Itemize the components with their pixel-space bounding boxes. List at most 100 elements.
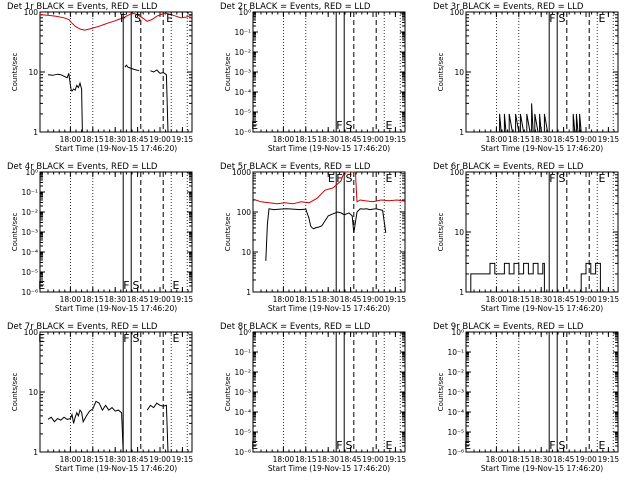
x-tick-label: 19:15 xyxy=(598,455,620,464)
x-tick-label: 18:15 xyxy=(295,135,317,144)
x-axis-label: Start Time (19-Nov-15 17:46:20) xyxy=(268,304,390,313)
event-marker-letter: E xyxy=(599,172,606,185)
y-tick-label: 10⁻³ xyxy=(447,388,464,397)
event-marker-letter: F xyxy=(336,439,342,452)
y-tick-label: 1 xyxy=(459,288,464,297)
y-tick-label: 10⁻² xyxy=(234,48,251,57)
y-tick-label: 100 xyxy=(24,8,39,17)
y-axis-label: Counts/sec xyxy=(11,373,19,412)
y-tick-label: 10 xyxy=(28,388,38,397)
y-axis-label: Counts/sec xyxy=(224,373,232,412)
events-series-line xyxy=(580,262,601,292)
event-marker-letter: F xyxy=(549,12,555,25)
x-tick-label: 19:00 xyxy=(575,455,597,464)
x-tick-label: 18:45 xyxy=(553,455,575,464)
panel-title: Det 4r BLACK = Events, RED = LLD xyxy=(7,162,158,172)
event-marker-letter: E xyxy=(173,279,180,292)
y-tick-label: 1 xyxy=(33,448,38,457)
y-tick-label: 10 xyxy=(28,68,38,77)
lld-series-line xyxy=(252,171,406,205)
x-tick-label: 18:15 xyxy=(82,455,104,464)
event-marker-letter: S xyxy=(133,332,140,345)
panel-title: Det 8r BLACK = Events, RED = LLD xyxy=(220,322,371,332)
y-tick-label: 10⁻⁵ xyxy=(234,108,251,117)
x-tick-label: 18:15 xyxy=(295,455,317,464)
x-tick-label: 18:15 xyxy=(508,295,530,304)
x-tick-label: 18:00 xyxy=(486,295,508,304)
panel-title: Det 3r BLACK = Events, RED = LLD xyxy=(433,2,584,12)
events-series-line xyxy=(470,262,545,292)
x-tick-label: 19:15 xyxy=(385,455,407,464)
y-tick-label: 100 xyxy=(450,8,465,17)
x-tick-label: 19:00 xyxy=(575,295,597,304)
x-tick-label: 18:45 xyxy=(127,455,149,464)
x-tick-label: 18:45 xyxy=(340,135,362,144)
y-tick-label: 100 xyxy=(450,168,465,177)
plot-frame xyxy=(252,171,406,293)
y-tick-label: 10⁻⁴ xyxy=(447,408,464,417)
event-marker-letter: F xyxy=(336,172,342,185)
y-tick-label: 100 xyxy=(237,208,252,217)
x-tick-label: 19:00 xyxy=(362,455,384,464)
x-tick-label: 18:00 xyxy=(273,135,295,144)
x-axis-label: Start Time (19-Nov-15 17:46:20) xyxy=(268,464,390,473)
y-axis-label: Counts/sec xyxy=(437,53,445,92)
x-tick-label: 18:45 xyxy=(127,295,149,304)
event-marker-letter: F xyxy=(120,12,126,25)
event-marker-letter: E xyxy=(386,119,393,132)
y-tick-label: 10⁰ xyxy=(25,168,38,177)
events-series-line xyxy=(124,64,140,72)
event-marker-letter: E xyxy=(328,172,335,185)
event-marker-letter: S xyxy=(346,439,353,452)
x-axis-label: Start Time (19-Nov-15 17:46:20) xyxy=(481,304,603,313)
x-tick-label: 18:30 xyxy=(104,135,126,144)
events-series-line xyxy=(47,73,83,133)
y-tick-label: 10⁻³ xyxy=(21,228,38,237)
y-axis-label: Counts/sec xyxy=(224,53,232,92)
x-tick-label: 18:30 xyxy=(317,135,339,144)
event-marker-letter: E xyxy=(251,439,258,452)
y-axis-label: Counts/sec xyxy=(224,213,232,252)
y-axis-label: Counts/sec xyxy=(11,213,19,252)
event-marker-letter: F xyxy=(549,439,555,452)
events-series-line xyxy=(572,113,582,133)
event-marker-letter: E xyxy=(166,12,173,25)
y-tick-label: 10⁻⁴ xyxy=(234,88,251,97)
x-tick-label: 18:30 xyxy=(317,295,339,304)
x-tick-label: 18:00 xyxy=(60,135,82,144)
y-tick-label: 10⁻² xyxy=(234,368,251,377)
plot-frame xyxy=(465,11,619,133)
x-tick-label: 18:15 xyxy=(82,295,104,304)
event-marker-letter: S xyxy=(346,119,353,132)
event-marker-letter: S xyxy=(346,172,353,185)
y-tick-label: 10 xyxy=(454,68,464,77)
x-tick-label: 18:30 xyxy=(530,135,552,144)
y-tick-label: 10⁻⁵ xyxy=(234,428,251,437)
y-tick-label: 10⁻² xyxy=(447,368,464,377)
x-tick-label: 18:00 xyxy=(60,295,82,304)
plot-frame xyxy=(39,331,193,453)
x-tick-label: 19:00 xyxy=(149,135,171,144)
event-marker-letter: E xyxy=(251,119,258,132)
x-axis-label: Start Time (19-Nov-15 17:46:20) xyxy=(55,464,177,473)
y-tick-label: 10⁻⁴ xyxy=(21,248,38,257)
det-panel-7: Det 7r BLACK = Events, RED = LLD 1 10 100 Co… xyxy=(7,322,193,473)
event-marker-letter: F xyxy=(123,332,129,345)
det-panel-6: Det 6r BLACK = Events, RED = LLD 1 10 100 Co… xyxy=(433,162,619,313)
x-tick-label: 18:00 xyxy=(486,455,508,464)
x-tick-label: 18:30 xyxy=(104,455,126,464)
y-tick-label: 10⁻³ xyxy=(234,388,251,397)
y-tick-label: 10⁻¹ xyxy=(21,188,38,197)
x-tick-label: 18:00 xyxy=(273,455,295,464)
events-series-line xyxy=(47,400,124,453)
x-tick-label: 18:30 xyxy=(317,455,339,464)
events-series-line xyxy=(146,402,169,453)
events-series-line xyxy=(265,208,387,261)
events-series-line xyxy=(498,103,549,133)
y-tick-label: 10⁻¹ xyxy=(234,28,251,37)
y-tick-label: 1 xyxy=(33,128,38,137)
y-tick-label: 10⁻⁶ xyxy=(447,448,464,457)
x-tick-label: 19:00 xyxy=(575,135,597,144)
x-tick-label: 19:15 xyxy=(172,295,194,304)
